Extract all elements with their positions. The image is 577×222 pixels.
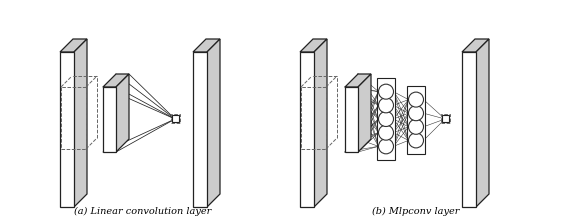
Polygon shape [358, 74, 371, 152]
Polygon shape [193, 39, 220, 52]
Polygon shape [116, 74, 129, 152]
Polygon shape [345, 74, 371, 87]
Circle shape [409, 106, 424, 121]
Polygon shape [300, 52, 314, 207]
Polygon shape [74, 39, 87, 207]
Bar [171, 115, 178, 123]
Bar [170, 115, 179, 123]
Text: (b) Mlpconv layer: (b) Mlpconv layer [372, 207, 460, 216]
Circle shape [379, 111, 394, 127]
Circle shape [379, 125, 394, 140]
Polygon shape [193, 52, 207, 207]
Bar [441, 115, 448, 123]
Bar [407, 86, 425, 154]
Circle shape [379, 139, 394, 154]
Polygon shape [476, 39, 489, 207]
Circle shape [409, 133, 424, 148]
Polygon shape [300, 39, 327, 52]
Circle shape [409, 92, 424, 107]
Bar [377, 78, 395, 160]
Polygon shape [103, 87, 116, 152]
Circle shape [379, 98, 394, 113]
Polygon shape [345, 87, 358, 152]
Polygon shape [60, 52, 74, 207]
Bar [440, 115, 449, 123]
Polygon shape [207, 39, 220, 207]
Circle shape [379, 84, 394, 99]
Text: (a) Linear convolution layer: (a) Linear convolution layer [74, 207, 212, 216]
Polygon shape [60, 39, 87, 52]
Polygon shape [462, 39, 489, 52]
Polygon shape [462, 52, 476, 207]
Polygon shape [314, 39, 327, 207]
Circle shape [409, 119, 424, 134]
Polygon shape [103, 74, 129, 87]
